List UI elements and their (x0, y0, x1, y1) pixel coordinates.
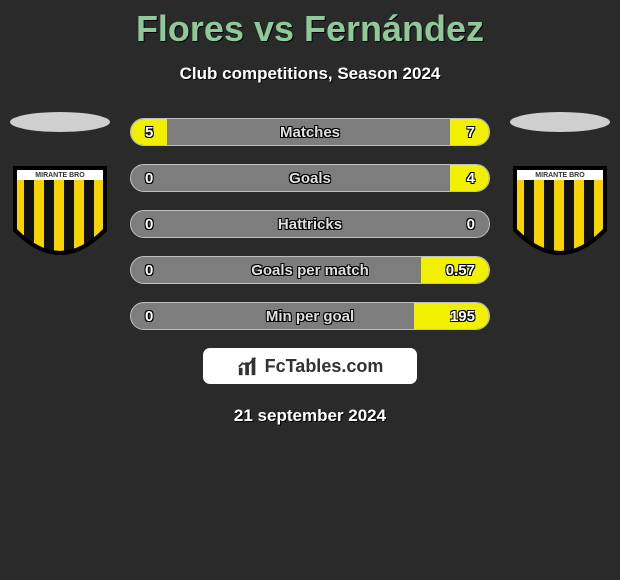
stat-value-right: 0.57 (446, 262, 475, 279)
stat-label: Hattricks (278, 216, 342, 233)
comparison-panel: MIRANTE BRO MIRANTE BRO 5 Matches 7 0 Goals 4… (0, 118, 620, 426)
shield-text-left: MIRANTE BRO (35, 172, 85, 179)
ellipse-icon (508, 110, 612, 134)
team-shield-icon: MIRANTE BRO (510, 158, 610, 268)
subtitle: Club competitions, Season 2024 (0, 64, 620, 84)
stat-label: Goals per match (251, 262, 369, 279)
stat-row: 0 Hattricks 0 (130, 210, 490, 238)
stat-row: 0 Goals 4 (130, 164, 490, 192)
ellipse-icon (8, 110, 112, 134)
stat-value-left: 0 (145, 262, 153, 279)
stat-value-right: 7 (467, 124, 475, 141)
logo-text: FcTables.com (265, 356, 384, 377)
stat-label: Matches (280, 124, 340, 141)
page-title: Flores vs Fernández (0, 0, 620, 50)
team-shield-icon: MIRANTE BRO (10, 158, 110, 268)
stat-row: 0 Min per goal 195 (130, 302, 490, 330)
stat-value-right: 4 (467, 170, 475, 187)
stat-value-left: 0 (145, 308, 153, 325)
stat-row: 0 Goals per match 0.57 (130, 256, 490, 284)
date-label: 21 september 2024 (0, 406, 620, 426)
fctables-logo: FcTables.com (203, 348, 417, 384)
player-left-badge: MIRANTE BRO (8, 110, 112, 273)
player-right-badge: MIRANTE BRO (508, 110, 612, 273)
stat-value-left: 0 (145, 216, 153, 233)
stat-label: Min per goal (266, 308, 354, 325)
stat-row: 5 Matches 7 (130, 118, 490, 146)
stat-value-right: 195 (450, 308, 475, 325)
stat-rows: 5 Matches 7 0 Goals 4 0 Hattricks 0 0 Goals per ma… (130, 118, 490, 330)
stat-label: Goals (289, 170, 331, 187)
stat-value-right: 0 (467, 216, 475, 233)
barchart-icon (237, 355, 259, 377)
stat-value-left: 5 (145, 124, 153, 141)
stat-value-left: 0 (145, 170, 153, 187)
shield-text-right: MIRANTE BRO (535, 172, 585, 179)
